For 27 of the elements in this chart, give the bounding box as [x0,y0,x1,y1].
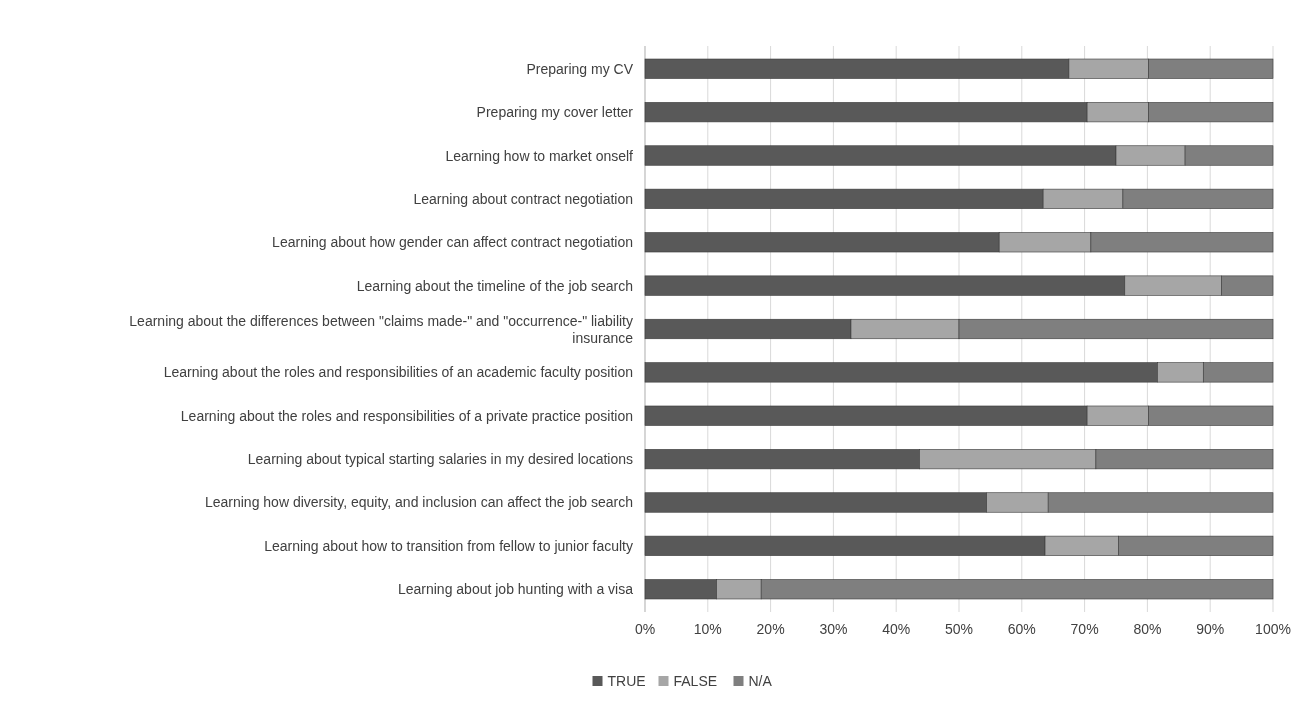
y-tick-label: Preparing my cover letter [476,104,634,121]
x-tick-label: 40% [882,621,911,637]
x-tick-label: 0% [634,621,656,637]
y-tick-label: Preparing my CV [526,60,634,77]
y-tick-label: Learning about job hunting with a visa [397,581,634,598]
y-tick-label: Learning how to market onself [445,147,634,164]
x-tick-label: 90% [1196,621,1225,637]
legend-label: FALSE [673,673,718,689]
x-tick-label: 30% [819,621,848,637]
y-tick-label: Learning about the roles and responsibilities of an academic faculty position [163,364,633,381]
y-tick-label: Learning how diversity, equity, and inclusion can affect the job search [204,494,633,511]
x-tick-label: 20% [756,621,785,637]
y-tick-label: Learning about how to transition from fellow to junior faculty [264,537,633,554]
x-tick-label: 80% [1133,621,1162,637]
y-tick-label: Learning about how gender can affect contract negotiation [272,234,633,251]
y-tick-label: Learning about the differences between "claims made-" and "occurrence-" liability insurance [129,312,634,346]
x-tick-label: 10% [693,621,722,637]
x-tick-label: 70% [1070,621,1099,637]
legend-label: TRUE [607,673,646,689]
x-tick-label: 50% [944,621,974,637]
y-tick-label: Learning about typical starting salaries in my desired locations [247,451,633,468]
legend-label: N/A [748,673,773,689]
y-tick-label: Learning about the roles and responsibilities of a private practice position [180,407,633,424]
x-tick-label: 100% [1255,621,1291,637]
x-tick-label: 60% [1007,621,1036,637]
y-tick-label: Learning about the timeline of the job search [356,277,633,294]
y-tick-label: Learning about contract negotiation [413,190,633,207]
